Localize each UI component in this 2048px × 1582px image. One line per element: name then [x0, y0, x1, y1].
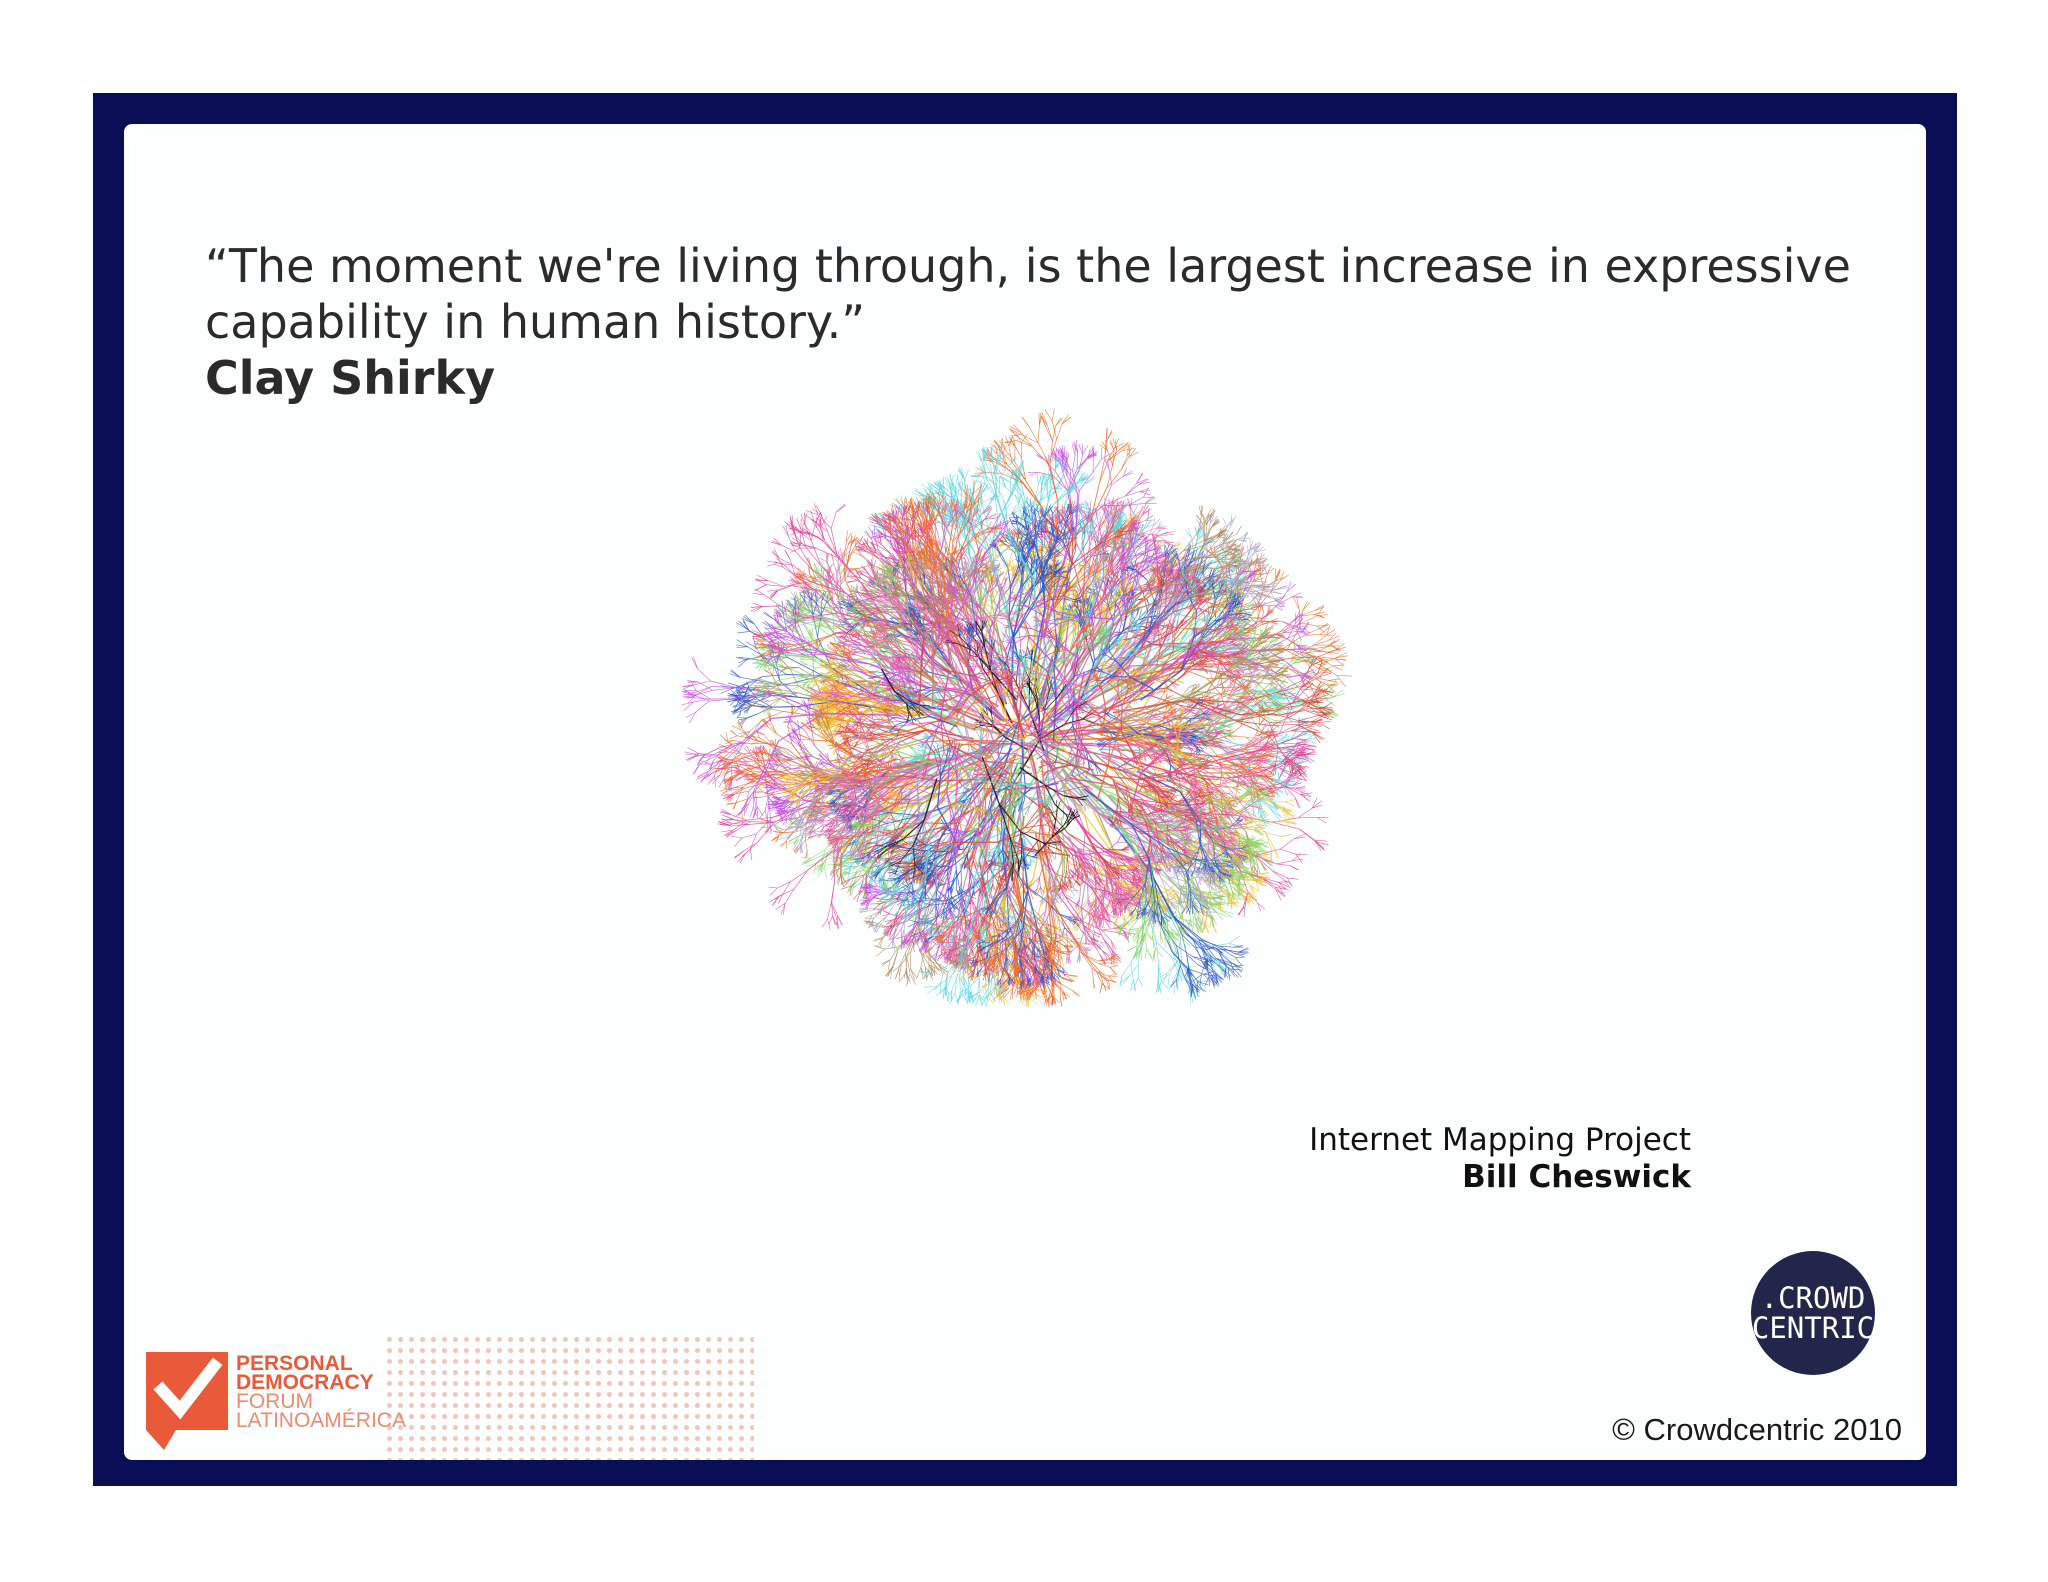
image-credit: Internet Mapping Project Bill Cheswick [1309, 1122, 1691, 1196]
dot-pattern [384, 1334, 754, 1460]
crowdcentric-logo-line1: .CROWD [1751, 1283, 1875, 1313]
crowdcentric-logo-line2: CENTRIC [1751, 1313, 1875, 1343]
slide: “The moment we're living through, is the… [124, 124, 1926, 1460]
copyright-text: © Crowdcentric 2010 [1612, 1412, 1902, 1448]
credit-name: Bill Cheswick [1309, 1159, 1691, 1196]
credit-project: Internet Mapping Project [1309, 1122, 1691, 1159]
pdf-logo-text: PERSONAL DEMOCRACY FORUM LATINOAMÉRICA [236, 1354, 406, 1430]
network-branches [681, 409, 1352, 1008]
pdf-logo-line4: LATINOAMÉRICA [236, 1411, 406, 1430]
personal-democracy-forum-logo: PERSONAL DEMOCRACY FORUM LATINOAMÉRICA [124, 1334, 754, 1460]
internet-map-image [124, 124, 1926, 1460]
checkmark-icon [146, 1352, 228, 1450]
crowdcentric-logo: .CROWD CENTRIC [1751, 1251, 1875, 1375]
